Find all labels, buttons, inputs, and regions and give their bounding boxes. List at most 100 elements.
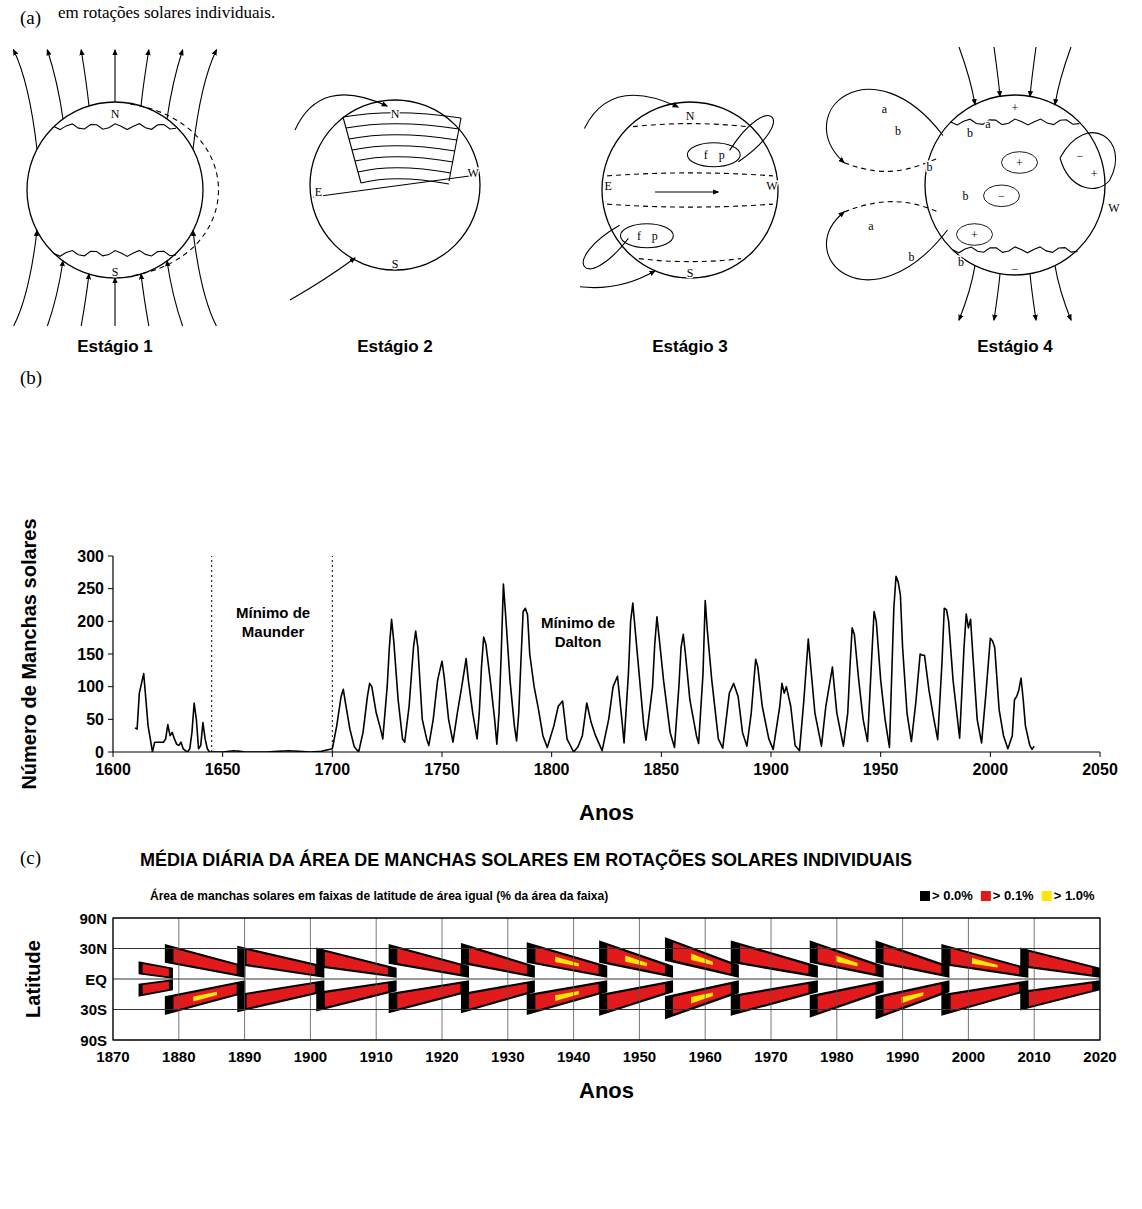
field-line	[730, 116, 774, 162]
field-line	[1055, 47, 1071, 104]
annotation-line: Maunder	[242, 623, 305, 640]
y-tick-label: 30S	[80, 1001, 107, 1018]
diagram-letter: b	[895, 124, 901, 138]
wing-level	[555, 956, 579, 966]
x-tick-label: 1900	[753, 761, 789, 778]
stage-label: Estágio 4	[977, 337, 1053, 356]
x-tick-label: 1880	[162, 1048, 195, 1065]
field-line	[343, 113, 461, 118]
wing-level	[535, 947, 598, 974]
plot-area	[135, 576, 1034, 752]
wing-level	[325, 952, 388, 975]
field-line	[141, 274, 149, 326]
diagram-letter: W	[1108, 201, 1120, 215]
diagram-letter: N	[686, 109, 695, 123]
field-line	[352, 146, 455, 151]
field-line	[343, 117, 361, 183]
diagram-letter: S	[112, 265, 119, 279]
field-line	[583, 225, 628, 268]
diagram-letter: −	[1076, 149, 1083, 163]
field-line	[953, 247, 1078, 253]
field-line	[959, 47, 975, 104]
x-tick	[551, 752, 552, 757]
grid-line	[113, 948, 1100, 949]
wing-level	[951, 949, 1020, 975]
x-tick	[1100, 752, 1101, 757]
y-tick	[108, 752, 113, 753]
y-tick-label: 250	[77, 580, 104, 597]
stage-label: Estágio 2	[357, 337, 433, 356]
reference-line	[211, 556, 212, 752]
reference-line	[332, 556, 333, 752]
diagram-letter: a	[882, 102, 888, 116]
x-tick-label: 1940	[557, 1048, 590, 1065]
sun-disk	[310, 100, 480, 270]
wing-level	[397, 949, 460, 975]
wing-level	[247, 984, 315, 1008]
x-tick-label: 1800	[534, 761, 570, 778]
sunspot-chart: 0501001502002503001600165017001750180018…	[18, 518, 1118, 825]
field-line	[114, 50, 115, 102]
diagram-letter: b	[909, 250, 915, 264]
diagram-letter: E	[315, 185, 322, 199]
field-line	[81, 274, 89, 326]
x-tick-label: 1980	[820, 1048, 853, 1065]
wing-level	[876, 941, 948, 977]
wing-level	[1021, 981, 1100, 1009]
wing-level	[740, 946, 808, 974]
wing-level	[325, 984, 388, 1008]
field-line	[826, 212, 947, 280]
diagram-letter: N	[391, 107, 400, 121]
field-line	[358, 168, 451, 173]
field-line	[54, 124, 176, 130]
wing-level	[600, 941, 672, 977]
field-line	[355, 157, 453, 162]
legend-label: > 0.1%	[993, 888, 1034, 903]
stage-label: Estágio 3	[652, 337, 728, 356]
grid-line	[113, 979, 1100, 980]
wing-level	[143, 964, 169, 977]
field-line	[655, 191, 718, 192]
x-tick	[880, 752, 881, 757]
x-tick-label: 1600	[95, 761, 131, 778]
wing-level	[972, 958, 998, 968]
x-tick-label: 1900	[294, 1048, 327, 1065]
spot-group	[621, 224, 674, 248]
plot-area	[113, 918, 1100, 1040]
wing-level	[811, 981, 883, 1017]
legend: > 0.0%> 0.1%> 1.0%	[920, 888, 1095, 903]
field-line	[47, 261, 63, 326]
x-tick-label: 1650	[205, 761, 241, 778]
x-tick-label: 1990	[886, 1048, 919, 1065]
field-line	[1060, 133, 1116, 189]
field-line	[193, 231, 216, 326]
wing-level	[607, 946, 665, 974]
field-line	[54, 250, 176, 256]
field-line	[580, 271, 655, 288]
y-axis-title: Latitude	[22, 940, 44, 1018]
x-tick-label: 1950	[863, 761, 899, 778]
diagram-letter: b	[927, 160, 933, 174]
diagram-letter: W	[766, 179, 778, 193]
wing-level	[942, 945, 1028, 977]
wing-level	[139, 962, 172, 978]
x-tick	[771, 752, 772, 757]
field-line	[290, 258, 355, 300]
x-tick-label: 2000	[973, 761, 1009, 778]
wing-level	[469, 948, 527, 974]
y-axis-title: Número de Manchas solares	[18, 518, 40, 789]
field-line	[81, 50, 89, 106]
x-tick-label: 2010	[1018, 1048, 1051, 1065]
field-line	[607, 204, 773, 207]
field-line	[361, 179, 449, 184]
figure: (a)em rotações solares individuais.NSEst…	[0, 0, 1142, 1209]
wing-level	[462, 981, 534, 1012]
diagram-letter: a	[985, 117, 991, 131]
diagram-letter: −	[1012, 262, 1019, 276]
diagram-letter: a	[868, 219, 874, 233]
field-line	[951, 119, 1080, 125]
wing-level	[951, 984, 1020, 1011]
stage-label: Estágio 1	[77, 337, 153, 356]
field-line	[167, 50, 183, 119]
y-tick	[108, 621, 113, 622]
